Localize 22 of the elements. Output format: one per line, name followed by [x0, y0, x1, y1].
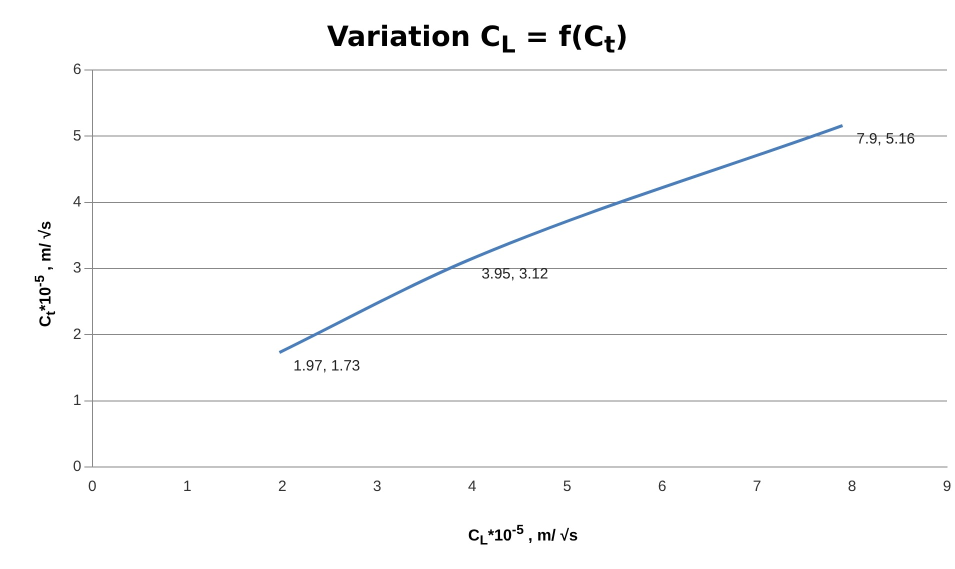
y-tick-label: 4	[73, 193, 82, 210]
x-tick-label: 7	[752, 478, 762, 496]
data-label: 3.95, 3.12	[481, 266, 548, 283]
y-tick-label: 3	[73, 260, 82, 277]
y-tick-label: 6	[73, 61, 82, 78]
x-tick-label: 3	[373, 478, 382, 496]
x-tick-label: 1	[183, 478, 192, 496]
x-axis-title: C$_{L}$*10$^{-5}$ , m/ √s	[467, 522, 579, 548]
x-tick-label: 4	[468, 478, 476, 496]
y-tick-label: 2	[73, 326, 82, 343]
x-tick-label: 0	[88, 478, 97, 496]
chart-title: Variation C$_{L}$ = f(C$_{t}$)	[326, 20, 630, 59]
data-label: 7.9, 5.16	[856, 130, 915, 148]
x-tick-label: 8	[848, 478, 856, 496]
x-tick-label: 9	[942, 478, 952, 496]
x-tick-label: 5	[562, 478, 572, 496]
x-tick-label: 6	[658, 478, 666, 496]
y-tick-label: 1	[73, 392, 82, 409]
x-tick-label: 2	[278, 478, 286, 496]
y-tick-label: 5	[73, 127, 82, 144]
y-tick-label: 0	[73, 458, 82, 476]
data-label: 1.97, 1.73	[293, 358, 360, 375]
